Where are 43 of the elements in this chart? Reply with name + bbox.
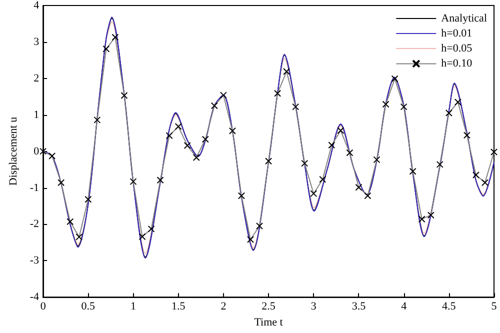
- point: [301, 160, 308, 167]
- y-tick-label: 0: [34, 145, 40, 158]
- x-tick-label: 5: [491, 300, 498, 313]
- point: [210, 102, 218, 110]
- y-tick-label: 3: [34, 36, 40, 48]
- legend-label: h=0.05: [441, 42, 473, 54]
- point: [373, 156, 380, 164]
- x-tick-label: 2.5: [262, 300, 276, 313]
- point: [94, 116, 101, 124]
- x-tick-label: 1: [130, 300, 136, 313]
- point: [382, 100, 390, 108]
- y-tick-label: 2: [34, 72, 40, 84]
- point: [228, 127, 236, 134]
- x-tick-label: 4.5: [442, 300, 456, 313]
- legend-label: Analytical: [441, 12, 488, 24]
- y-tick-label: -1: [30, 182, 40, 194]
- x-tick-label: 2: [220, 300, 226, 313]
- point: [265, 158, 272, 165]
- x-axis-title: Time t: [254, 316, 283, 328]
- y-tick-label: 4: [34, 0, 40, 12]
- x-tick-label: 3.5: [352, 300, 366, 313]
- x-tick-label: 1.5: [171, 300, 186, 313]
- point: [58, 179, 65, 186]
- point: [391, 75, 398, 82]
- x-tick-label: 4: [401, 300, 408, 313]
- y-tick-label: -4: [30, 291, 40, 304]
- x-tick-label: 0.5: [81, 300, 96, 313]
- y-tick-label: 1: [34, 108, 40, 121]
- point: [220, 92, 227, 99]
- y-tick-label: -3: [30, 254, 40, 267]
- legend-label: h=0.01: [441, 28, 472, 40]
- point: [400, 103, 408, 110]
- point: [292, 103, 300, 110]
- point: [202, 136, 209, 143]
- x-tick-label: 3: [310, 300, 317, 313]
- point: [130, 178, 137, 186]
- point: [364, 192, 372, 200]
- legend-label: h=0.10: [441, 58, 473, 70]
- y-tick-label: -2: [30, 218, 40, 230]
- point: [274, 90, 282, 97]
- y-axis-title: Displacement u: [8, 116, 20, 186]
- point: [120, 92, 128, 100]
- point: [238, 192, 245, 200]
